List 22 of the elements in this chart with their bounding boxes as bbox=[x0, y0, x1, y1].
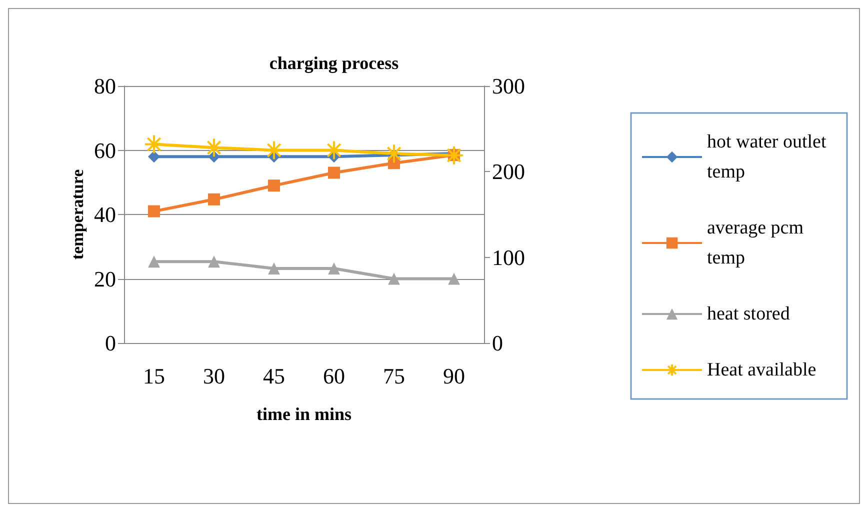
x-tick-label: 75 bbox=[383, 364, 405, 388]
x-tick-label: 15 bbox=[143, 364, 165, 388]
y2-tick-label: 0 bbox=[492, 330, 503, 356]
y-axis-title: temperature bbox=[68, 168, 87, 260]
y-tick-label: 80 bbox=[94, 74, 116, 98]
legend-label: heat stored bbox=[707, 304, 790, 324]
legend-label: average pcm temp bbox=[707, 218, 808, 268]
y2-tick-label: 200 bbox=[492, 159, 525, 184]
y2-tick-label: 100 bbox=[492, 244, 525, 270]
x-tick-label: 60 bbox=[323, 364, 345, 388]
legend-label: hot water outlet temp bbox=[707, 132, 831, 182]
y2-tick-label: 300 bbox=[492, 74, 525, 98]
y-tick-label: 60 bbox=[94, 138, 116, 163]
chart-title: charging process bbox=[269, 53, 399, 73]
x-tick-label: 30 bbox=[203, 364, 225, 388]
legend-label: Heat available bbox=[707, 360, 816, 380]
x-tick-label: 45 bbox=[263, 364, 285, 388]
y-tick-label: 0 bbox=[105, 330, 116, 356]
x-axis-title: time in mins bbox=[256, 404, 352, 424]
x-tick-label: 90 bbox=[443, 364, 465, 388]
y-tick-label: 20 bbox=[94, 266, 116, 292]
y-tick-label: 40 bbox=[94, 202, 116, 227]
